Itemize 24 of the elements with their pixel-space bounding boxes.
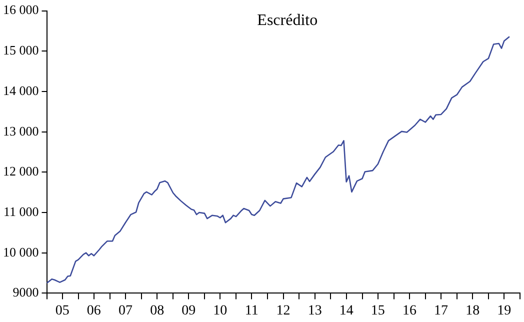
x-tick-label: 10 (213, 303, 228, 318)
y-tick-label: 14 000 (3, 82, 39, 98)
y-tick-label: 11 000 (3, 204, 39, 219)
x-tick-label: 06 (86, 303, 101, 318)
x-tick-label: 12 (276, 303, 290, 318)
x-tick-label: 11 (244, 303, 258, 318)
x-tick-label: 13 (308, 303, 322, 318)
y-tick-label: 9000 (12, 284, 39, 300)
y-tick-label: 10 000 (3, 244, 39, 260)
y-tick-label: 15 000 (3, 42, 39, 58)
x-tick-label: 17 (434, 303, 448, 318)
x-tick-label: 05 (55, 303, 70, 318)
x-tick-label: 16 (402, 303, 417, 318)
x-tick-label: 14 (339, 303, 354, 318)
x-tick-label: 15 (370, 303, 385, 318)
x-tick-label: 07 (118, 303, 132, 318)
y-tick-label: 16 000 (3, 2, 39, 18)
x-tick-label: 18 (466, 303, 480, 318)
y-tick-label: 12 000 (3, 164, 39, 179)
x-tick-label: 19 (497, 303, 512, 318)
chart-title: Escrédito (257, 12, 318, 30)
y-tick-label: 13 000 (3, 123, 39, 138)
x-tick-label: 09 (182, 303, 196, 318)
x-tick-label: 08 (150, 303, 164, 318)
